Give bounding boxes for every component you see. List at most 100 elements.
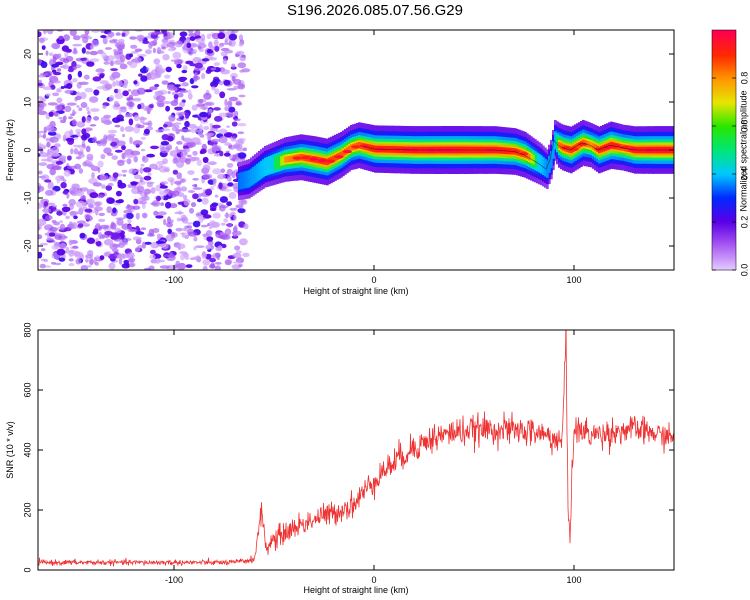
noise-speckle: [54, 262, 62, 266]
noise-speckle: [212, 212, 221, 219]
noise-speckle: [133, 56, 142, 64]
noise-speckle: [116, 140, 126, 147]
ridge-band-segment: [526, 152, 529, 160]
noise-speckle: [219, 91, 226, 99]
colorbar-swatch: [712, 60, 736, 63]
noise-speckle: [109, 39, 117, 44]
noise-speckle: [137, 103, 142, 110]
noise-speckle: [86, 264, 92, 268]
noise-speckle: [107, 55, 115, 62]
noise-speckle: [84, 87, 94, 93]
ridge-band-segment: [358, 142, 361, 149]
ridge-band-segment: [348, 145, 351, 153]
noise-speckle: [182, 148, 191, 153]
noise-speckle: [160, 146, 170, 154]
noise-speckle: [111, 232, 120, 240]
noise-speckle: [131, 181, 137, 187]
noise-speckle: [237, 208, 246, 214]
ridge-band-segment: [538, 153, 541, 173]
noise-speckle: [188, 123, 197, 129]
noise-speckle: [38, 132, 42, 139]
noise-speckle: [157, 211, 167, 216]
noise-speckle: [197, 45, 202, 50]
noise-speckle: [150, 202, 159, 206]
noise-speckle: [68, 258, 74, 262]
noise-speckle: [201, 58, 210, 62]
noise-speckle: [132, 140, 143, 146]
ridge-band-segment: [252, 167, 255, 185]
noise-speckle: [96, 140, 103, 147]
noise-speckle: [156, 47, 162, 55]
noise-speckle: [154, 167, 160, 171]
noise-speckle: [90, 205, 95, 209]
noise-speckle: [237, 83, 246, 90]
noise-speckle: [243, 147, 248, 152]
noise-speckle: [113, 50, 119, 56]
colorbar-swatch: [712, 228, 736, 231]
noise-speckle: [164, 74, 171, 79]
noise-speckle: [176, 141, 183, 145]
noise-speckle: [109, 95, 115, 102]
noise-speckle: [128, 61, 138, 69]
noise-speckle: [56, 248, 66, 256]
noise-speckle: [172, 169, 179, 175]
noise-speckle: [202, 173, 213, 179]
noise-speckle: [106, 152, 114, 156]
noise-speckle: [192, 75, 201, 81]
noise-speckle: [228, 33, 237, 41]
noise-speckle: [174, 40, 183, 48]
x-axis-label: Height of straight line (km): [303, 585, 408, 595]
noise-speckle: [114, 100, 119, 105]
noise-speckle: [180, 214, 187, 222]
noise-speckle: [167, 32, 175, 39]
noise-speckle: [122, 133, 126, 138]
colorbar-swatch: [712, 146, 736, 149]
ridge-band-segment: [288, 155, 291, 163]
noise-speckle: [192, 184, 198, 187]
noise-speckle: [200, 33, 206, 42]
noise-speckle: [190, 43, 198, 48]
noise-speckle: [80, 148, 84, 153]
noise-speckle: [184, 256, 190, 260]
noise-speckle: [142, 122, 151, 125]
noise-speckle: [199, 106, 209, 110]
noise-speckle: [177, 92, 184, 98]
colorbar-swatch: [712, 32, 736, 35]
noise-speckle: [191, 51, 197, 55]
noise-speckle: [92, 182, 102, 187]
noise-speckle: [81, 116, 86, 123]
ridge-peak-blob: [334, 155, 344, 159]
noise-speckle: [223, 218, 229, 223]
noise-speckle: [209, 123, 213, 126]
noise-speckle: [38, 31, 42, 38]
noise-speckle: [119, 63, 128, 70]
colorbar-swatch: [712, 206, 736, 209]
noise-speckle: [49, 58, 53, 65]
noise-speckle: [161, 80, 169, 85]
noise-speckle: [78, 107, 83, 111]
noise-speckle: [132, 236, 142, 241]
noise-speckle: [227, 182, 234, 187]
noise-speckle: [46, 30, 54, 35]
noise-speckle: [232, 226, 238, 233]
noise-speckle: [130, 44, 138, 49]
y-axis-label: SNR (10 * v/v): [5, 421, 15, 479]
noise-speckle: [202, 156, 209, 164]
colorbar-swatch: [712, 222, 736, 225]
noise-speckle: [121, 32, 126, 37]
noise-speckle: [38, 82, 43, 87]
colorbar-swatch: [712, 40, 736, 43]
colorbar-swatch: [712, 36, 736, 39]
noise-speckle: [60, 176, 65, 181]
noise-speckle: [127, 228, 138, 233]
colorbar-swatch: [712, 188, 736, 191]
noise-speckle: [109, 60, 114, 67]
noise-speckle: [179, 31, 188, 37]
noise-speckle: [127, 218, 132, 224]
noise-speckle: [133, 114, 140, 122]
colorbar-swatch: [712, 104, 736, 107]
noise-speckle: [184, 120, 190, 128]
noise-speckle: [60, 119, 67, 124]
noise-speckle: [223, 152, 231, 157]
noise-speckle: [80, 195, 86, 201]
